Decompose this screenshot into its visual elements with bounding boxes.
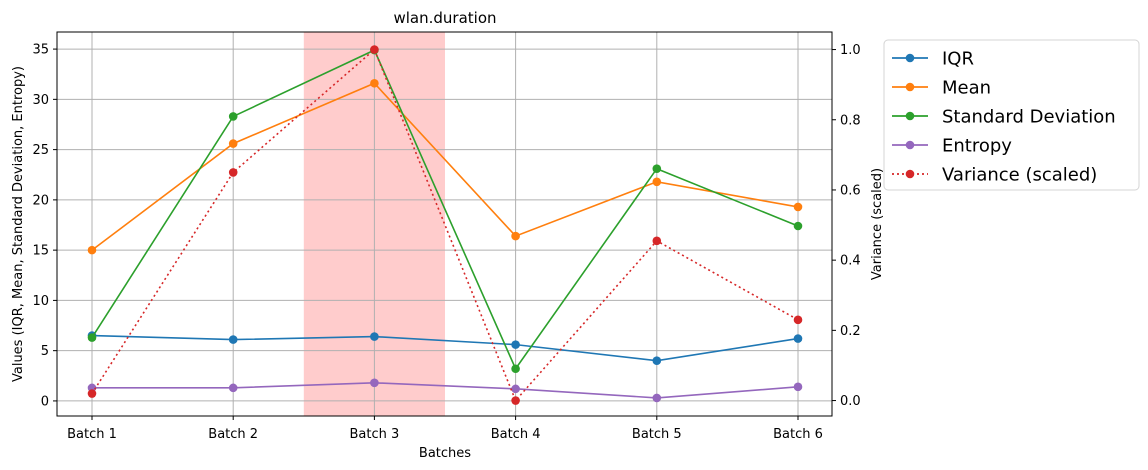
x-tick-label: Batch 2	[208, 427, 258, 442]
y-tick-label: 0	[41, 394, 49, 409]
y-axis-title: Values (IQR, Mean, Standard Deviation, E…	[11, 66, 26, 382]
x-tick-label: Batch 1	[67, 427, 117, 442]
legend: IQR Mean Standard Deviation Entropy Variance…	[883, 39, 1140, 191]
legend-marker-4	[905, 169, 915, 179]
legend-label-2: Standard Deviation	[942, 107, 1116, 128]
data-point-1-5	[793, 202, 803, 212]
data-point-0-3	[511, 340, 520, 349]
data-point-3-5	[793, 382, 803, 392]
ticks-layer: Batch 1 Batch 2 Batch 3 Batch 4 Batch 5 Batch…	[32, 43, 860, 442]
right-y-tick-label: 0.2	[840, 324, 861, 339]
legend-marker-3	[905, 140, 915, 150]
x-axis-title: Batches	[419, 446, 471, 461]
plot-frame	[56, 31, 833, 417]
legend-marker-2	[905, 111, 915, 121]
data-point-1-0	[87, 245, 97, 255]
data-point-3-4	[652, 393, 662, 403]
data-point-1-2	[370, 78, 379, 88]
data-point-0-4	[652, 356, 662, 366]
legend-label-1: Mean	[942, 78, 991, 99]
legend-label-4: Variance (scaled)	[942, 165, 1097, 186]
data-point-3-2	[370, 378, 379, 388]
series-line-3	[92, 382, 799, 399]
series-line-2	[91, 49, 799, 371]
data-point-2-3	[511, 364, 520, 374]
data-point-3-3	[511, 384, 520, 394]
y-tick-label: 30	[32, 93, 49, 108]
legend-frame	[883, 39, 1140, 191]
frame-layer	[56, 31, 833, 417]
data-point-2-0	[87, 333, 97, 342]
data-point-0-5	[793, 334, 803, 343]
data-point-4-5	[793, 315, 803, 325]
right-y-tick-label: 0.8	[840, 113, 861, 128]
data-point-4-3	[511, 396, 520, 405]
x-tick-label: Batch 6	[773, 427, 823, 442]
chart-title: wlan.duration	[393, 9, 496, 27]
data-point-1-3	[511, 231, 520, 241]
legend-marker-0	[905, 53, 915, 63]
right-y-tick-label: 1.0	[840, 43, 861, 58]
x-tick-label: Batch 3	[350, 427, 400, 442]
right-y-axis-title: Variance (scaled)	[870, 168, 885, 280]
y-tick-label: 5	[41, 344, 49, 359]
series-line-1	[91, 82, 799, 251]
data-point-1-4	[652, 177, 662, 187]
y-tick-label: 35	[32, 43, 49, 58]
right-y-tick-label: 0.0	[840, 394, 861, 409]
series-layer	[87, 45, 803, 405]
right-y-tick-label: 0.4	[840, 254, 861, 269]
x-tick-label: Batch 5	[632, 427, 682, 442]
data-point-2-5	[793, 221, 803, 231]
data-point-4-1	[228, 168, 238, 177]
series-line-0	[91, 334, 799, 362]
legend-label-3: Entropy	[942, 136, 1012, 157]
grid-layer	[57, 32, 832, 416]
data-point-0-2	[370, 332, 379, 341]
data-point-2-1	[228, 112, 238, 121]
data-point-2-4	[652, 164, 662, 174]
data-point-3-1	[228, 383, 238, 393]
legend-label-0: IQR	[942, 49, 974, 70]
y-tick-label: 25	[32, 143, 49, 158]
y-tick-label: 15	[32, 244, 49, 259]
data-point-4-4	[652, 236, 662, 246]
y-tick-label: 20	[32, 193, 49, 208]
legend-marker-1	[905, 82, 915, 92]
data-point-4-2	[370, 45, 379, 54]
data-point-0-1	[228, 335, 238, 344]
data-point-1-1	[228, 139, 238, 148]
x-tick-label: Batch 4	[491, 427, 541, 442]
y-tick-label: 10	[32, 294, 49, 309]
right-y-tick-label: 0.6	[840, 183, 861, 198]
data-point-4-0	[87, 389, 97, 398]
